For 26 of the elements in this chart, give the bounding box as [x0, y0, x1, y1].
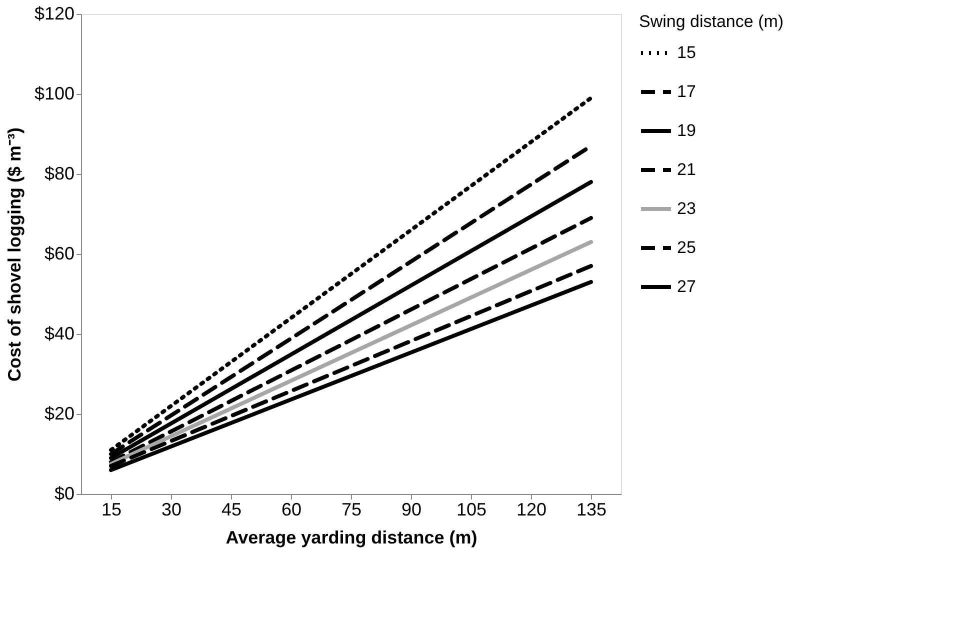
y-tick-label: $80	[44, 164, 74, 184]
x-tick-label: 30	[161, 500, 182, 520]
x-tick-label: 60	[281, 500, 302, 520]
y-axis-title: Cost of shovel logging ($ m⁻³)	[4, 128, 24, 382]
x-tick-label: 120	[516, 500, 547, 520]
y-tick-label: $20	[44, 404, 74, 424]
legend-label: 23	[677, 199, 696, 218]
legend-label: 15	[677, 43, 696, 62]
legend-label: 17	[677, 82, 696, 101]
legend-title: Swing distance (m)	[639, 12, 784, 31]
x-tick-label: 45	[221, 500, 242, 520]
x-tick-label: 90	[401, 500, 422, 520]
x-axis-title: Average yarding distance (m)	[226, 528, 478, 548]
y-tick-label: $100	[34, 84, 74, 104]
y-tick-label: $0	[54, 484, 74, 504]
legend-label: 25	[677, 238, 696, 257]
x-tick-label: 105	[456, 500, 487, 520]
x-tick-label: 75	[341, 500, 362, 520]
legend-label: 21	[677, 160, 696, 179]
x-tick-label: 135	[576, 500, 607, 520]
legend-label: 27	[677, 277, 696, 296]
y-tick-label: $60	[44, 244, 74, 264]
y-tick-label: $40	[44, 324, 74, 344]
x-tick-label: 15	[101, 500, 122, 520]
legend-label: 19	[677, 121, 696, 140]
y-tick-label: $120	[34, 4, 74, 24]
